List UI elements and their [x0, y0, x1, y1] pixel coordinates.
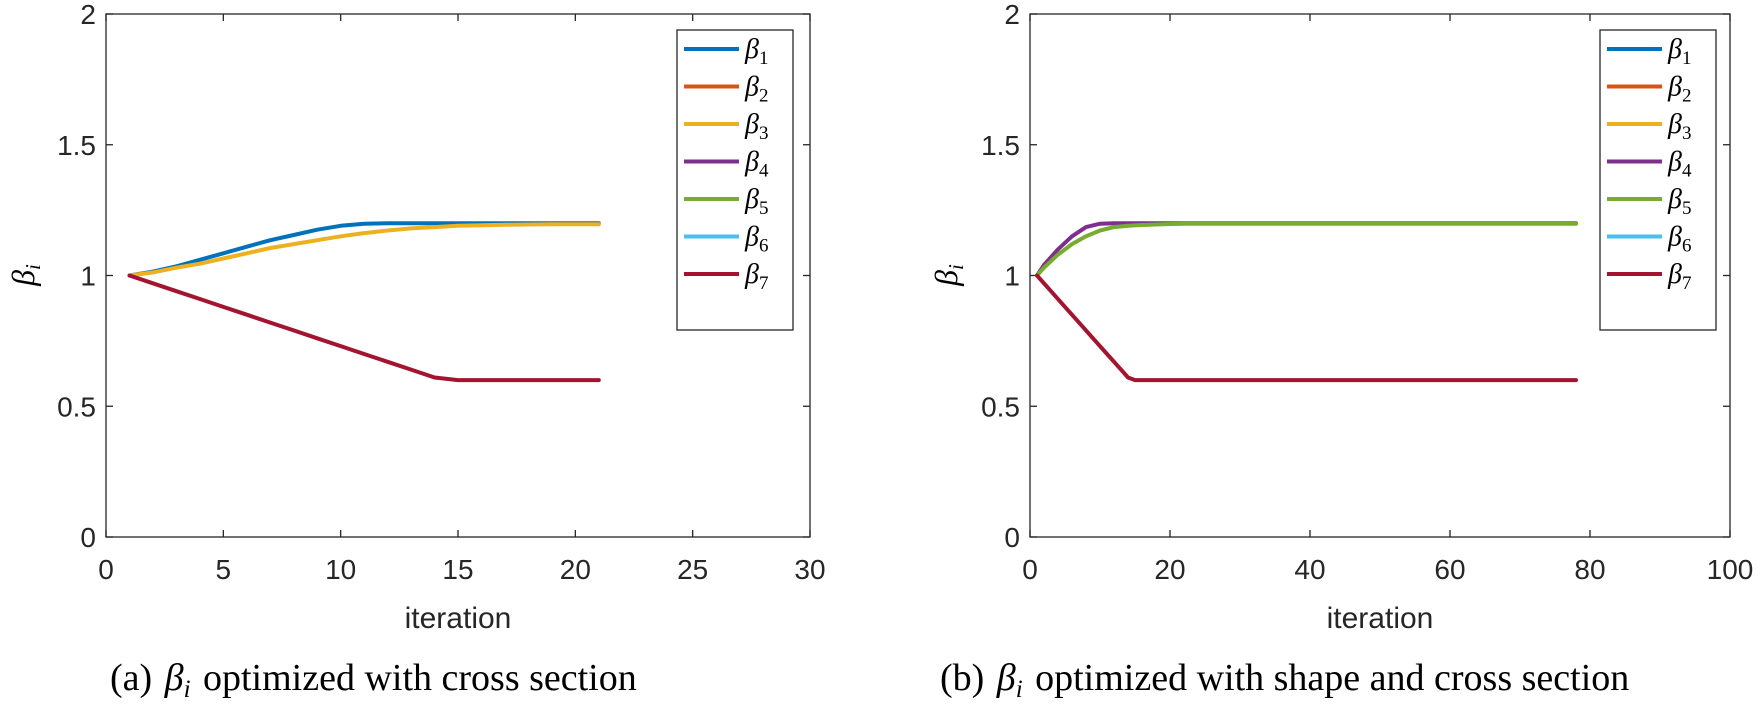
xtick-labels-b: 0 20 40 60 80 100 — [1022, 554, 1753, 585]
y-tick-label-a-4: 2 — [80, 0, 96, 30]
x-tick-label-a-0: 0 — [98, 554, 114, 585]
y-tick-label-a-0: 0 — [80, 522, 96, 553]
x-tick-label-a-3: 15 — [442, 554, 473, 585]
caption-a: (a) βi optimized with cross section — [110, 657, 637, 700]
y-tick-label-b-0: 0 — [1004, 522, 1020, 553]
legend-label-b-beta4: β4 — [1667, 147, 1692, 182]
legend-box-b — [1599, 29, 1717, 331]
y-axis-label-symbol-a: β — [5, 270, 41, 287]
caption-b-subscript: i — [1016, 676, 1023, 700]
ytick-labels-b: 0 0.5 1 1.5 2 — [981, 0, 1020, 553]
legend-label-b-beta6: β6 — [1667, 222, 1691, 257]
caption-b-symbol: β — [996, 657, 1016, 699]
caption-a-subscript: i — [184, 676, 191, 700]
legend-label-b-beta1: β1 — [1667, 34, 1691, 69]
x-axis-label-a: iteration — [405, 602, 512, 635]
x-tick-label-b-2: 40 — [1294, 554, 1325, 585]
legend-label-b-beta3: β3 — [1667, 109, 1691, 144]
y-axis-label-b: βi — [928, 264, 968, 287]
x-axis-label-b: iteration — [1327, 602, 1434, 635]
legend-label-b-beta5: β5 — [1667, 184, 1691, 219]
series-line-a-beta7 — [127, 273, 601, 383]
x-tick-label-b-5: 100 — [1707, 554, 1754, 585]
y-tick-label-b-4: 2 — [1004, 0, 1020, 30]
x-tick-label-b-0: 0 — [1022, 554, 1038, 585]
svg-text:βi: βi — [5, 264, 45, 287]
caption-a-prefix: (a) — [110, 657, 152, 699]
panel-a: 0 5 10 15 20 25 30 00.511.52 iteration βi β1β2… — [5, 0, 826, 703]
caption-b-prefix: (b) — [940, 657, 984, 699]
series-line-a-beta3 — [127, 222, 601, 278]
legend-label-a-beta5: β5 — [744, 184, 768, 219]
ytick-labels-a: 0 0.5 1 1.5 2 — [57, 0, 96, 553]
y-axis-label-a: βi — [5, 264, 45, 287]
x-tick-label-a-1: 5 — [216, 554, 232, 585]
x-tick-label-b-4: 80 — [1574, 554, 1605, 585]
x-tick-label-b-1: 20 — [1154, 554, 1185, 585]
ticks-b — [1029, 13, 1731, 538]
y-axis-label-subscript-b: i — [944, 264, 968, 270]
legend-label-a-beta1: β1 — [744, 34, 768, 69]
legend-label-b-beta2: β2 — [1667, 72, 1691, 107]
x-tick-label-a-4: 20 — [560, 554, 591, 585]
x-tick-label-b-3: 60 — [1434, 554, 1465, 585]
svg-text:βi: βi — [928, 264, 968, 287]
y-tick-label-a-3: 1.5 — [57, 130, 96, 161]
legend-label-a-beta3: β3 — [744, 109, 768, 144]
caption-a-symbol: β — [164, 657, 184, 699]
x-tick-label-a-6: 30 — [794, 554, 825, 585]
legend-label-b-beta7: β7 — [1667, 259, 1691, 294]
y-tick-label-a-1: 0.5 — [57, 391, 96, 422]
legend-label-a-beta4: β4 — [744, 147, 769, 182]
y-tick-label-b-2: 1 — [1004, 261, 1020, 292]
x-tick-label-a-5: 25 — [677, 554, 708, 585]
y-tick-label-b-1: 0.5 — [981, 391, 1020, 422]
xtick-labels-a: 0 5 10 15 20 25 30 — [98, 554, 825, 585]
series-group-a — [127, 221, 601, 383]
series-group-b — [1035, 221, 1578, 383]
y-tick-label-b-3: 1.5 — [981, 130, 1020, 161]
caption-b-suffix: optimized with shape and cross section — [1035, 657, 1629, 699]
series-line-b-beta5 — [1035, 221, 1578, 278]
y-axis-label-symbol-b: β — [928, 270, 964, 287]
x-tick-label-a-2: 10 — [325, 554, 356, 585]
ticks-a — [105, 13, 811, 538]
panel-b: 0 20 40 60 80 100 00.511.52 iteration βi β1β2… — [928, 0, 1753, 703]
legend-label-a-beta7: β7 — [744, 259, 768, 294]
caption-b: (b) βi optimized with shape and cross se… — [940, 657, 1629, 700]
caption-a-suffix: optimized with cross section — [203, 657, 637, 699]
y-tick-label-a-2: 1 — [80, 261, 96, 292]
legend-box-a — [676, 29, 794, 331]
y-axis-label-subscript-a: i — [21, 264, 45, 270]
legend-label-a-beta6: β6 — [744, 222, 768, 257]
legend-label-a-beta2: β2 — [744, 72, 768, 107]
series-line-b-beta7 — [1035, 273, 1578, 383]
